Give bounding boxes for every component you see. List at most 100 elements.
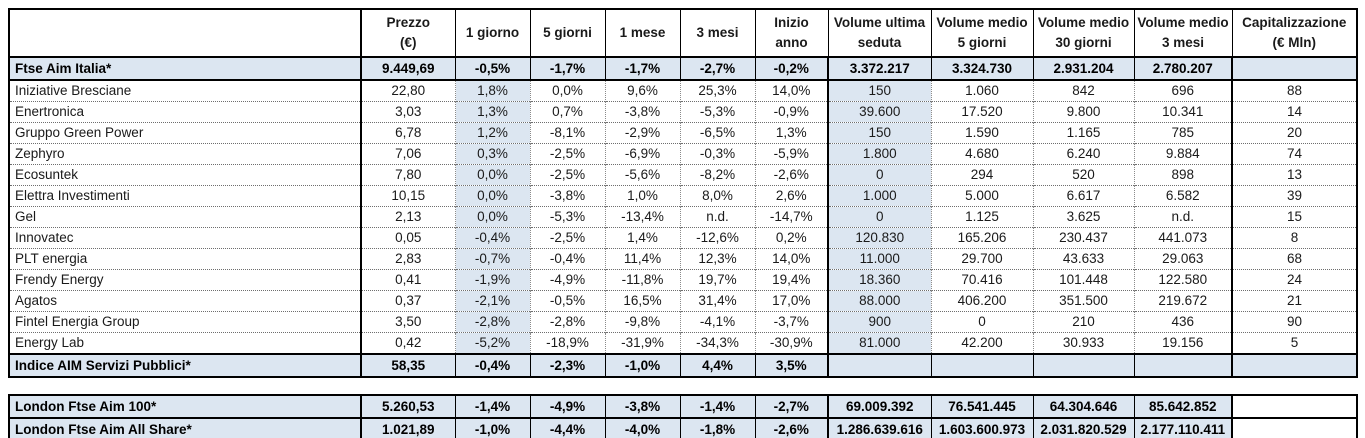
table-cell: 3,5% <box>754 353 828 378</box>
index-row: Ftse Aim Italia* 9.449,69 -0,5% -1,7% -1,7% -… <box>8 56 1357 81</box>
table-cell: 1,3% <box>754 122 828 144</box>
table-cell: 19.156 <box>1133 332 1232 354</box>
table-row: Agatos 0,37 -2,1% -0,5% 16,5% 31,4% 17,0% 88.00… <box>9 290 1357 312</box>
table-cell: -2,5% <box>529 164 605 186</box>
table-cell: 11.000 <box>827 248 931 270</box>
tables-gap <box>8 378 1365 394</box>
table-cell: 74 <box>1231 143 1357 165</box>
table-cell: -0,5% <box>454 56 530 81</box>
column-header-line: 1 giorno <box>465 25 520 41</box>
row-label: Gel <box>9 206 361 228</box>
table-cell <box>1032 353 1134 378</box>
table-cell: n.d. <box>1133 206 1232 228</box>
table-cell: 29.700 <box>930 248 1033 270</box>
table-cell: 81.000 <box>827 332 931 354</box>
table-cell: 0,7% <box>529 101 605 123</box>
table-cell: -0,7% <box>454 248 530 270</box>
table-cell: -1,9% <box>454 269 530 291</box>
table-cell: 294 <box>930 164 1033 186</box>
table-cell: 88 <box>1231 79 1357 102</box>
london-table-body: London Ftse Aim 100* 5.260,53 -1,4% -4,9% -3… <box>8 394 1357 438</box>
table-cell: 0,0% <box>454 185 530 207</box>
table-cell: 2,13 <box>360 206 455 228</box>
table-cell: 0,0% <box>529 79 605 102</box>
table-cell: -2,5% <box>529 227 605 249</box>
table-cell: -0,2% <box>754 56 828 81</box>
table-cell: 1.165 <box>1032 122 1134 144</box>
table-cell: 31,4% <box>679 290 755 312</box>
table-cell: 0,05 <box>360 227 455 249</box>
header-row: Prezzo (€) 1 giorno 5 giorni 1 mese 3 mesi Ini… <box>8 8 1358 58</box>
row-label: Energy Lab <box>9 332 361 354</box>
table-cell: 12,3% <box>679 248 755 270</box>
row-label: Elettra Investimenti <box>9 185 361 207</box>
table-cell: 0,3% <box>454 143 530 165</box>
table-cell: 19,4% <box>754 269 828 291</box>
table-cell: -4,4% <box>529 417 605 438</box>
table-cell <box>1231 353 1357 378</box>
table-cell: -9,8% <box>604 311 680 333</box>
table-cell: 69.009.392 <box>827 394 931 419</box>
table-cell: 3,50 <box>360 311 455 333</box>
table-cell: 13 <box>1231 164 1357 186</box>
table-cell: 6.240 <box>1032 143 1134 165</box>
table-cell: -34,3% <box>679 332 755 354</box>
london-table: London Ftse Aim 100* 5.260,53 -1,4% -4,9% -3… <box>8 394 1358 438</box>
table-cell: 900 <box>827 311 931 333</box>
column-header: Capitalizzazione (€ Mln) <box>1231 8 1358 58</box>
row-label: Agatos <box>9 290 361 312</box>
table-cell: -3,8% <box>604 394 680 419</box>
table-cell: 1,4% <box>604 227 680 249</box>
table-cell: 842 <box>1032 79 1134 102</box>
table-cell: 1.286.639.616 <box>827 417 931 438</box>
row-label: London Ftse Aim All Share* <box>8 417 361 438</box>
table-cell: -5,3% <box>529 206 605 228</box>
main-table-body: Ftse Aim Italia* 9.449,69 -0,5% -1,7% -1,7% -… <box>8 56 1357 378</box>
table-cell: -4,0% <box>604 417 680 438</box>
column-header-empty <box>8 8 362 58</box>
row-label: Innovatec <box>9 227 361 249</box>
column-header: Inizio anno <box>754 8 829 58</box>
table-cell: -2,8% <box>529 311 605 333</box>
table-cell <box>1231 56 1357 81</box>
table-cell: 2.177.110.411 <box>1133 417 1232 438</box>
table-cell: -5,9% <box>754 143 828 165</box>
table-row: Frendy Energy 0,41 -1,9% -4,9% -11,8% 19,7% 19… <box>9 269 1357 291</box>
table-cell: -0,9% <box>754 101 828 123</box>
table-cell: 1,8% <box>454 79 530 102</box>
table-cell: -2,6% <box>754 417 828 438</box>
table-cell: -6,9% <box>604 143 680 165</box>
table-cell: 219.672 <box>1133 290 1232 312</box>
table-cell: 39 <box>1231 185 1357 207</box>
table-cell: 0,42 <box>360 332 455 354</box>
table-cell: -3,7% <box>754 311 828 333</box>
table-cell: -11,8% <box>604 269 680 291</box>
table-cell: 1.603.600.973 <box>930 417 1033 438</box>
table-cell <box>827 353 931 378</box>
table-cell: 150 <box>827 122 931 144</box>
table-cell: 8 <box>1231 227 1357 249</box>
row-label: Gruppo Green Power <box>9 122 361 144</box>
column-header: Volume medio 3 mesi <box>1133 8 1233 58</box>
column-header-line: Volume medio <box>1137 15 1229 31</box>
table-cell: 85.642.852 <box>1133 394 1232 419</box>
table-cell: 10.341 <box>1133 101 1232 123</box>
table-cell: 351.500 <box>1032 290 1134 312</box>
row-label: PLT energia <box>9 248 361 270</box>
table-row: Ecosuntek 7,80 0,0% -2,5% -5,6% -8,2% -2,6% 0 29… <box>9 164 1357 186</box>
table-cell: 441.073 <box>1133 227 1232 249</box>
table-cell: -2,3% <box>529 353 605 378</box>
table-cell: 24 <box>1231 269 1357 291</box>
table-cell: 1,3% <box>454 101 530 123</box>
table-cell: 1.021,89 <box>360 417 455 438</box>
table-cell: -2,8% <box>454 311 530 333</box>
table-cell: -0,4% <box>454 353 530 378</box>
table-cell: -2,7% <box>679 56 755 81</box>
column-header-line: Inizio anno <box>774 15 809 50</box>
row-label: London Ftse Aim 100* <box>8 394 361 419</box>
table-row: PLT energia 2,83 -0,7% -0,4% 11,4% 12,3% 14,0%… <box>9 248 1357 270</box>
row-label: Enertronica <box>9 101 361 123</box>
table-row: Gruppo Green Power 6,78 1,2% -8,1% -2,9% -6,5… <box>9 122 1357 144</box>
table-cell: 29.063 <box>1133 248 1232 270</box>
